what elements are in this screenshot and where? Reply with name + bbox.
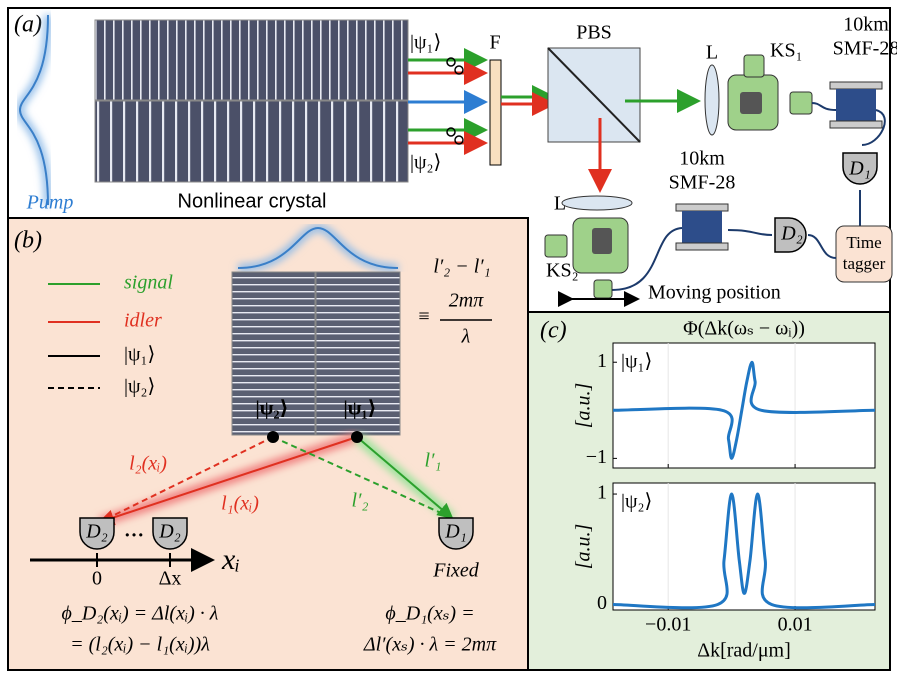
- figure: (a) Pump Nonlinear crystal |ψ₁⟩ |ψ₂⟩ F P…: [0, 0, 897, 676]
- y-tick-label: 1: [597, 482, 607, 504]
- crystal-bottom: [95, 101, 408, 182]
- path-label: l₁(xᵢ): [221, 493, 259, 515]
- detector-label: D₂: [158, 521, 180, 543]
- y-tick-label: 1: [597, 350, 607, 372]
- axis-tick-label: 0: [92, 568, 102, 590]
- panel-label: (a): [14, 12, 42, 38]
- equation: λ: [461, 326, 471, 348]
- panel-label: (c): [540, 318, 567, 344]
- formula: ϕ_D₂(xᵢ) = Δl(xᵢ) · λ: [62, 603, 219, 625]
- legend-text: idler: [124, 310, 162, 332]
- legend-text: |ψ₂⟩: [124, 376, 155, 398]
- pump-label: Pump: [26, 192, 74, 214]
- lens-label: L: [706, 42, 718, 64]
- ks-label: KS₂: [546, 260, 579, 282]
- plot-name: |ψ₂⟩: [621, 491, 652, 513]
- plot-title: Φ(Δk(ωₛ − ωᵢ)): [683, 318, 805, 340]
- fiber-length: 10km: [679, 148, 725, 170]
- equation: ≡: [418, 306, 429, 328]
- filter-label: F: [489, 32, 500, 54]
- fiber-spool: [676, 204, 728, 250]
- axis-label: xᵢ: [221, 543, 240, 576]
- key-setup: [744, 55, 764, 77]
- source-point: [267, 431, 279, 443]
- formula: ϕ_D₁(xₛ) =: [385, 603, 474, 625]
- coupler: [790, 92, 812, 114]
- fixed-label: Fixed: [432, 560, 480, 582]
- lens-label: L: [554, 193, 566, 215]
- fiber-spool: [830, 82, 882, 128]
- pbs-label: PBS: [576, 22, 612, 44]
- ks-label: KS₁: [770, 40, 803, 62]
- x-tick-label: 0.01: [778, 614, 813, 636]
- y-tick-label: −1: [586, 446, 607, 468]
- key-setup: [740, 92, 762, 114]
- tagger-label: tagger: [843, 254, 886, 273]
- dots: …: [124, 520, 144, 542]
- tagger-label: Time: [846, 233, 881, 252]
- path-label: l′₂: [352, 490, 369, 512]
- crystal-top: [95, 20, 408, 100]
- lens: [705, 65, 719, 135]
- y-axis-label: [a.u.]: [573, 524, 595, 570]
- key-setup: [592, 228, 612, 254]
- path-label: l′₁: [425, 450, 442, 472]
- x-tick-label: −0.01: [645, 614, 691, 636]
- state-label: |ψ₂⟩: [255, 398, 288, 420]
- source-point: [351, 431, 363, 443]
- formula: = (l₂(xᵢ) − l₁(xᵢ))λ: [70, 634, 210, 656]
- state-label: |ψ₂⟩: [410, 152, 441, 174]
- coupler: [594, 280, 612, 298]
- detector-label: D₁: [848, 158, 870, 180]
- y-tick-label: 0: [597, 592, 607, 614]
- y-axis-label: [a.u.]: [573, 383, 595, 429]
- moving-label: Moving position: [648, 282, 781, 304]
- detector-label: D₂: [780, 223, 802, 245]
- lens: [562, 196, 632, 210]
- legend-text: |ψ₁⟩: [124, 344, 155, 366]
- fiber-length: 10km: [843, 14, 889, 36]
- filter: [490, 60, 501, 165]
- panel-label: (b): [14, 228, 42, 254]
- equation: l′₂ − l′₁: [433, 256, 490, 278]
- formula: Δl′(xₛ) · λ = 2mπ: [363, 634, 497, 656]
- crystal-label: Nonlinear crystal: [178, 190, 327, 212]
- fiber-type: SMF-28: [669, 172, 736, 194]
- key-setup: [545, 235, 567, 257]
- legend-text: signal: [124, 272, 173, 294]
- state-label: |ψ₁⟩: [410, 32, 441, 54]
- x-axis-label: Δk[rad/μm]: [697, 640, 791, 662]
- detector-label: D₁: [444, 521, 466, 543]
- axis-tick-label: Δx: [159, 568, 182, 590]
- state-label: |ψ₁⟩: [343, 398, 376, 420]
- detector-label: D₂: [85, 521, 107, 543]
- fiber-type: SMF-28: [833, 38, 897, 60]
- path-label: l₂(xᵢ): [129, 453, 167, 475]
- plot-name: |ψ₁⟩: [621, 351, 652, 373]
- equation: 2mπ: [449, 290, 484, 312]
